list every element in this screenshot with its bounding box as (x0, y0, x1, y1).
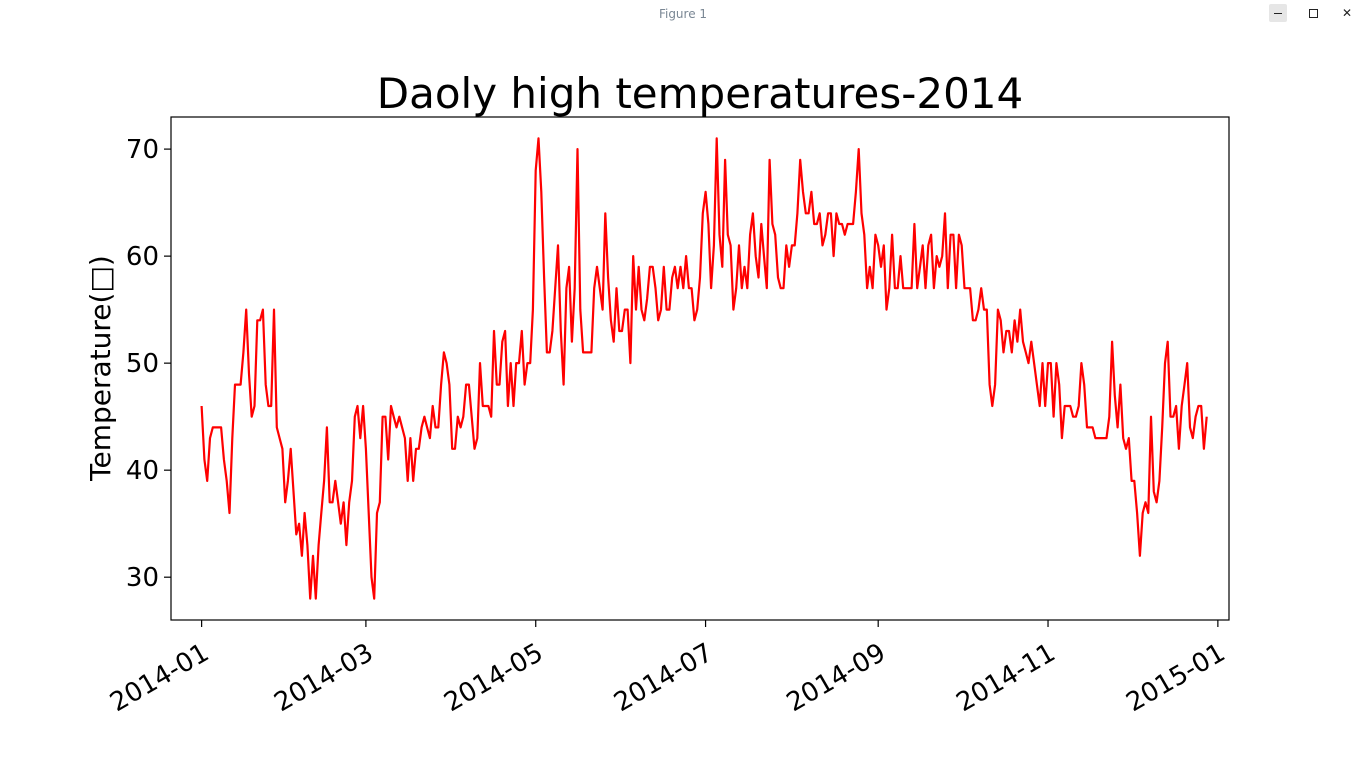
chart-title: Daoly high temperatures-2014 (377, 69, 1024, 118)
y-tick-label: 40 (126, 456, 159, 486)
minimize-button[interactable] (1269, 4, 1287, 22)
close-button[interactable]: ✕ (1338, 4, 1356, 22)
minimize-icon (1274, 12, 1282, 14)
maximize-icon (1308, 8, 1318, 18)
y-tick-label: 30 (126, 563, 159, 593)
y-tick-label: 50 (126, 349, 159, 379)
x-tick-label: 2014-03 (269, 638, 378, 718)
window-title: Figure 1 (658, 7, 708, 21)
plot-area: 30 40 50 60 70 2014-01 2014-03 2014-05 2014-07 20… (105, 116, 1230, 718)
x-tick-label: 2014-07 (609, 638, 718, 718)
plot-frame (170, 116, 1230, 621)
y-tick-label: 60 (126, 242, 159, 272)
x-tick-label: 2015-01 (1121, 638, 1230, 718)
y-axis-label: Temperature(□) (84, 255, 117, 482)
x-tick-label: 2014-01 (105, 638, 214, 718)
x-tick-label: 2014-09 (782, 638, 891, 718)
x-tick-label: 2014-11 (952, 638, 1061, 718)
window-titlebar: Figure 1 ✕ (0, 0, 1366, 30)
x-tick-label: 2014-05 (439, 638, 548, 718)
y-tick-label: 70 (126, 135, 159, 165)
series-line-0 (200, 137, 1208, 600)
maximize-button[interactable] (1304, 4, 1322, 22)
close-icon: ✕ (1341, 6, 1353, 20)
